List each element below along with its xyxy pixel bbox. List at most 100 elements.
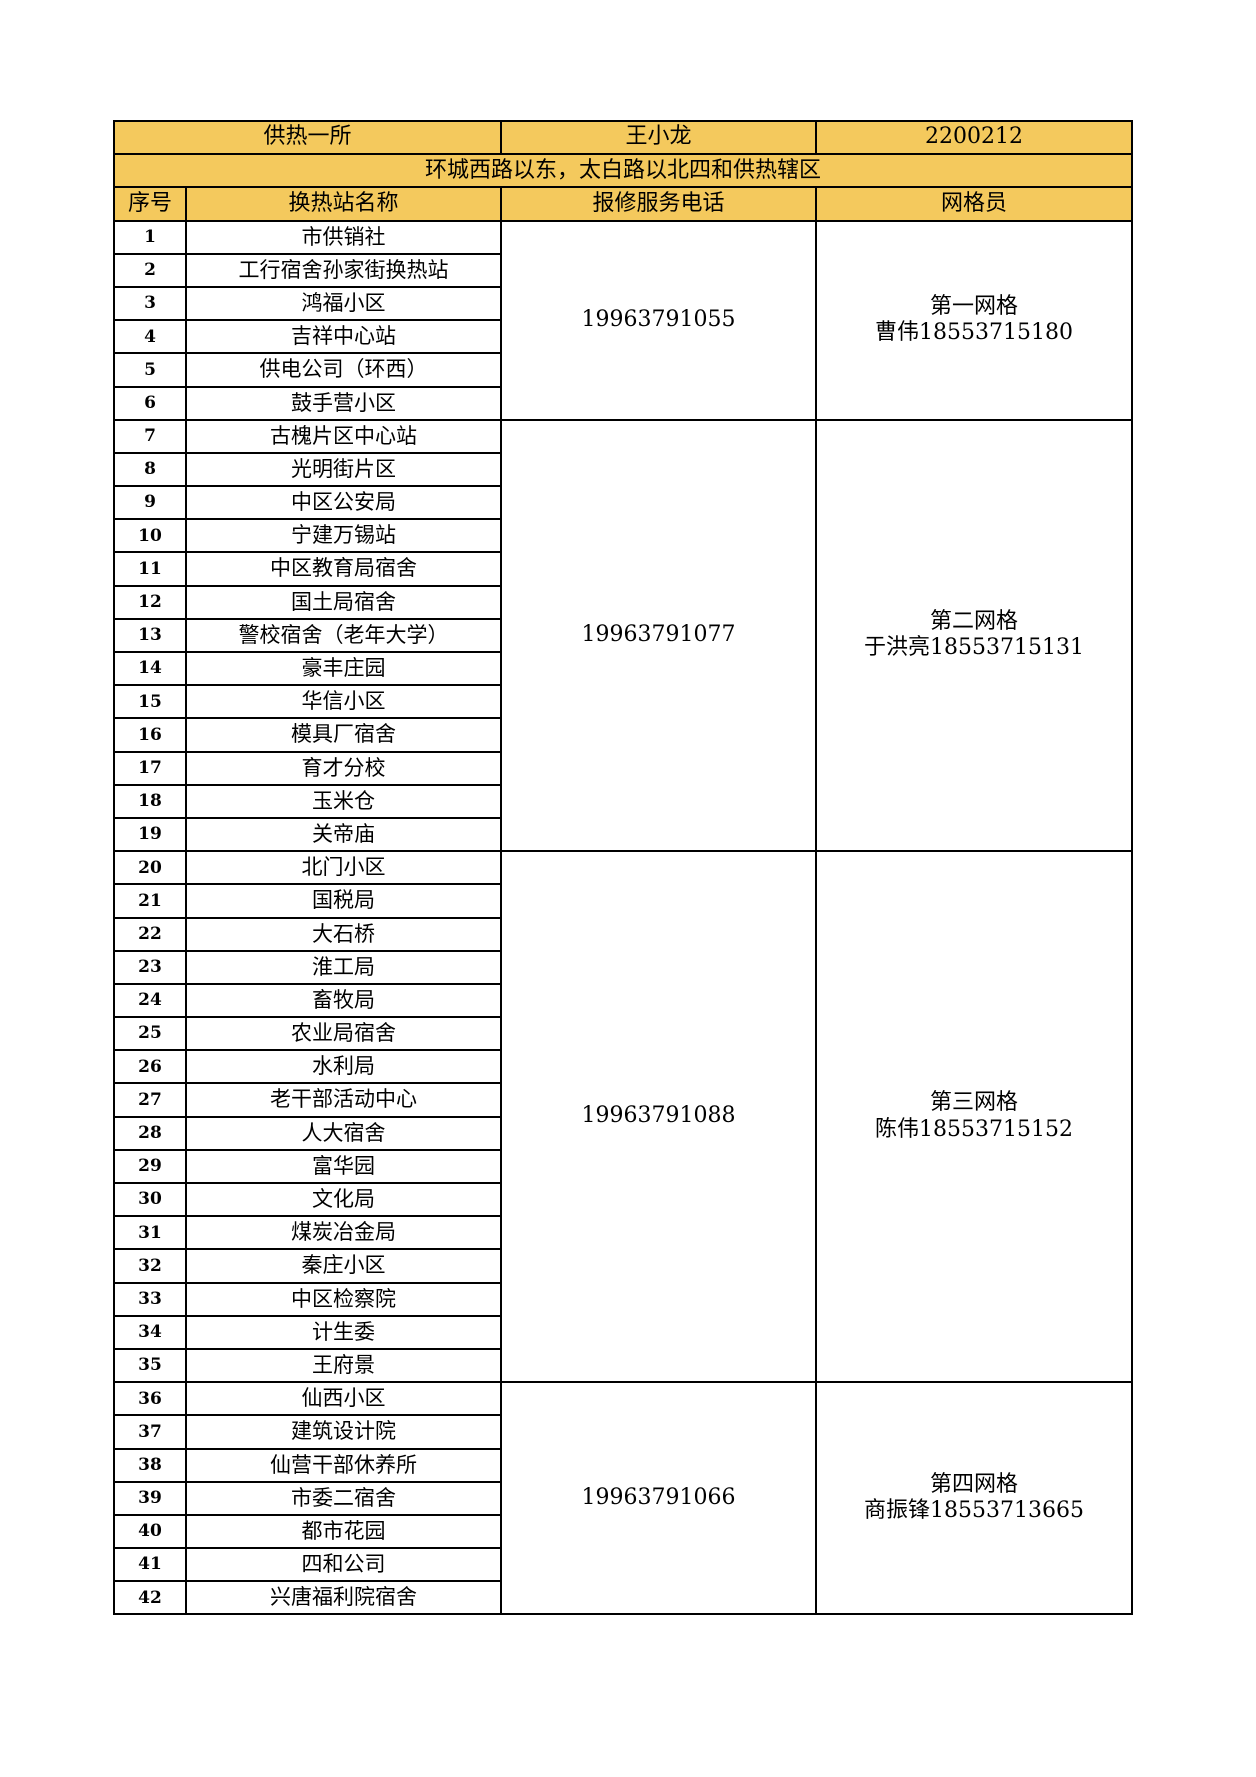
row-index: 30 — [113, 1181, 187, 1218]
table-row: 37 建筑设计院 — [113, 1414, 1132, 1450]
station-name-cell: 国税局 — [184, 883, 503, 919]
station-name-cell: 煤炭冶金局 — [184, 1215, 503, 1251]
row-index: 40 — [113, 1513, 187, 1550]
region-title: 环城西路以东，太白路以北四和供热辖区 — [112, 153, 1134, 189]
table-row: 30 文化局 — [113, 1181, 1132, 1218]
repair-phone: 19963791077 — [500, 418, 818, 853]
table-row: 29 富华园 — [113, 1148, 1132, 1185]
station-name-cell: 警校宿舍（老年大学） — [184, 617, 503, 654]
row-index: 11 — [113, 551, 187, 587]
station-name-cell: 关帝庙 — [184, 816, 503, 853]
table-row: 23 淮工局 — [113, 949, 1132, 985]
row-index: 15 — [113, 684, 187, 720]
table-row: 22 大石桥 — [113, 916, 1132, 952]
row-index: 29 — [113, 1148, 187, 1185]
row-index: 32 — [113, 1248, 187, 1284]
station-name-cell: 供电公司（环西） — [184, 352, 503, 388]
station-name-cell: 四和公司 — [184, 1547, 503, 1583]
row-index: 34 — [113, 1314, 187, 1350]
repair-phone: 19963791055 — [500, 219, 818, 421]
station-name-cell: 鸿福小区 — [184, 285, 503, 322]
row-index: 12 — [113, 584, 187, 620]
table-row: 16 模具厂宿舍 — [113, 717, 1132, 753]
table-row: 33 中区检察院 — [113, 1281, 1132, 1317]
table-row: 9 中区公安局 — [113, 485, 1132, 521]
table-row: 20 北门小区 19963791088 第三网格 陈伟18553715152 — [113, 850, 1134, 1384]
station-name: 供热一所 — [112, 119, 503, 156]
repair-phone: 19963791066 — [500, 1381, 818, 1616]
station-name-cell: 计生委 — [184, 1314, 503, 1350]
station-name-cell: 文化局 — [184, 1181, 503, 1218]
station-name-cell: 畜牧局 — [184, 982, 503, 1019]
table-row: 7 古槐片区中心站 19963791077 第二网格 于洪亮18553715131 — [113, 418, 1134, 853]
grid-name: 第二网格 — [930, 609, 1019, 635]
row-index: 19 — [113, 816, 187, 853]
station-name-cell: 老干部活动中心 — [184, 1082, 503, 1118]
table-row: 1 市供销社 19963791055 第一网格 曹伟18553715180 — [113, 219, 1134, 421]
station-name-cell: 仙营干部休养所 — [184, 1447, 503, 1483]
row-index: 41 — [113, 1547, 187, 1583]
station-name-cell: 光明街片区 — [184, 451, 503, 488]
table-row: 11 中区教育局宿舍 — [113, 551, 1132, 587]
row-index: 28 — [113, 1115, 187, 1151]
table-row: 38 仙营干部休养所 — [113, 1447, 1132, 1483]
table-row: 8 光明街片区 — [113, 451, 1132, 488]
row-index: 25 — [113, 1016, 187, 1052]
row-index: 14 — [113, 650, 187, 687]
table-row: 32 秦庄小区 — [113, 1248, 1132, 1284]
station-name-cell: 鼓手营小区 — [184, 385, 503, 421]
table-row: 19 关帝庙 — [113, 816, 1132, 853]
grid-staff: 于洪亮18553715131 — [864, 635, 1084, 661]
station-name-cell: 秦庄小区 — [184, 1248, 503, 1284]
station-name-cell: 华信小区 — [184, 684, 503, 720]
grid-staff-cell: 第一网格 曹伟18553715180 — [815, 219, 1134, 421]
table-row: 40 都市花园 — [113, 1513, 1132, 1550]
row-index: 21 — [113, 883, 187, 919]
row-index: 38 — [113, 1447, 187, 1483]
station-name-cell: 模具厂宿舍 — [184, 717, 503, 753]
row-index: 3 — [113, 285, 187, 322]
row-index: 4 — [113, 319, 187, 355]
repair-phone: 19963791088 — [500, 850, 818, 1384]
station-name-cell: 玉米仓 — [184, 783, 503, 819]
table-row: 41 四和公司 — [113, 1547, 1132, 1583]
table-row: 10 宁建万锡站 — [113, 518, 1132, 554]
table-row: 6 鼓手营小区 — [113, 385, 1132, 421]
table-row: 13 警校宿舍（老年大学） — [113, 617, 1132, 654]
row-index: 6 — [113, 385, 187, 421]
station-name-cell: 市委二宿舍 — [184, 1480, 503, 1516]
row-index: 39 — [113, 1480, 187, 1516]
station-name-cell: 兴唐福利院宿舍 — [184, 1580, 503, 1616]
station-name-cell: 建筑设计院 — [184, 1414, 503, 1450]
table-row: 21 国税局 — [113, 883, 1132, 919]
column-header-name: 换热站名称 — [184, 186, 503, 222]
row-index: 16 — [113, 717, 187, 753]
table-row: 24 畜牧局 — [113, 982, 1132, 1019]
table-row: 25 农业局宿舍 — [113, 1016, 1132, 1052]
heating-station-table: 供热一所 王小龙 2200212 环城西路以东，太白路以北四和供热辖区 序号 换… — [112, 119, 1134, 1616]
table-row: 18 玉米仓 — [113, 783, 1132, 819]
column-header-index: 序号 — [113, 186, 187, 222]
table-row: 4 吉祥中心站 — [113, 319, 1132, 355]
table-row: 2 工行宿舍孙家街换热站 — [113, 252, 1132, 288]
station-name-cell: 工行宿舍孙家街换热站 — [184, 252, 503, 288]
row-index: 1 — [113, 219, 187, 255]
row-index: 31 — [113, 1215, 187, 1251]
row-index: 2 — [113, 252, 187, 288]
table-row: 12 国土局宿舍 — [113, 584, 1132, 620]
table-row: 35 王府景 — [113, 1347, 1132, 1384]
row-index: 13 — [113, 617, 187, 654]
station-name-cell: 古槐片区中心站 — [184, 418, 503, 454]
table-row: 36 仙西小区 19963791066 第四网格 商振锋18553713665 — [113, 1381, 1134, 1616]
station-name-cell: 国土局宿舍 — [184, 584, 503, 620]
station-name-cell: 豪丰庄园 — [184, 650, 503, 687]
row-index: 8 — [113, 451, 187, 488]
grid-staff-cell: 第三网格 陈伟18553715152 — [815, 850, 1134, 1384]
grid-staff: 陈伟18553715152 — [875, 1116, 1073, 1142]
title-row: 供热一所 王小龙 2200212 — [112, 119, 1134, 156]
row-index: 27 — [113, 1082, 187, 1118]
row-index: 7 — [113, 418, 187, 454]
table-row: 28 人大宿舍 — [113, 1115, 1132, 1151]
station-name-cell: 富华园 — [184, 1148, 503, 1185]
grid-name: 第三网格 — [930, 1090, 1019, 1116]
